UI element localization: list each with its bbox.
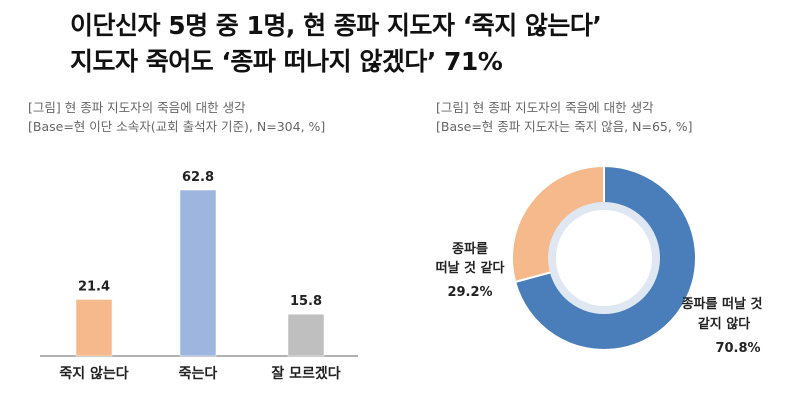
headline-line-1: 이단신자 5명 중 1명, 현 종파 지도자 ‘죽지 않는다’	[70, 11, 602, 40]
donut-chart-caption: [그림] 현 종파 지도자의 죽음에 대한 생각 [Base=현 종파 지도자는…	[436, 98, 693, 136]
bar-category-label-1: 죽지 않는다	[59, 365, 128, 382]
bar-category-label-3: 잘 모르겠다	[271, 365, 340, 382]
donut-value-label-2: 70.8%	[715, 341, 760, 356]
bar-category-label-2: 죽는다	[179, 366, 218, 382]
donut-label-1-line2: 떠날 것 같다	[436, 260, 505, 276]
bar-value-label-3: 15.8	[290, 294, 322, 309]
bar-value-label-1: 21.4	[78, 279, 110, 294]
bar-2	[179, 189, 217, 357]
donut-hole	[556, 210, 652, 306]
bar-value-label-2: 62.8	[182, 170, 214, 185]
bar-3	[287, 313, 325, 357]
bar-chart-caption-base: [Base=현 이단 소속자(교회 출석자 기준), N=304, %]	[28, 119, 326, 134]
bar-1	[75, 299, 113, 357]
donut-label-2-line2: 같지 않다	[698, 316, 750, 332]
donut-chart-caption-title: [그림] 현 종파 지도자의 죽음에 대한 생각	[436, 100, 654, 115]
donut-label-1-line1: 종파를	[452, 242, 488, 257]
headline-line-2: 지도자 죽어도 ‘종파 떠나지 않겠다’ 71%	[70, 47, 503, 76]
bar-chart-caption: [그림] 현 종파 지도자의 죽음에 대한 생각 [Base=현 이단 소속자(…	[28, 98, 325, 136]
donut-inner-ring	[548, 202, 660, 314]
bar-chart-caption-title: [그림] 현 종파 지도자의 죽음에 대한 생각	[28, 100, 246, 115]
donut-label-2-line1: 종파를 떠날 것	[682, 296, 763, 312]
donut-chart-caption-base: [Base=현 종파 지도자는 죽지 않음, N=65, %]	[436, 119, 693, 134]
headline: 이단신자 5명 중 1명, 현 종파 지도자 ‘죽지 않는다’ 지도자 죽어도 …	[70, 8, 770, 80]
donut-value-label-1: 29.2%	[447, 285, 492, 300]
